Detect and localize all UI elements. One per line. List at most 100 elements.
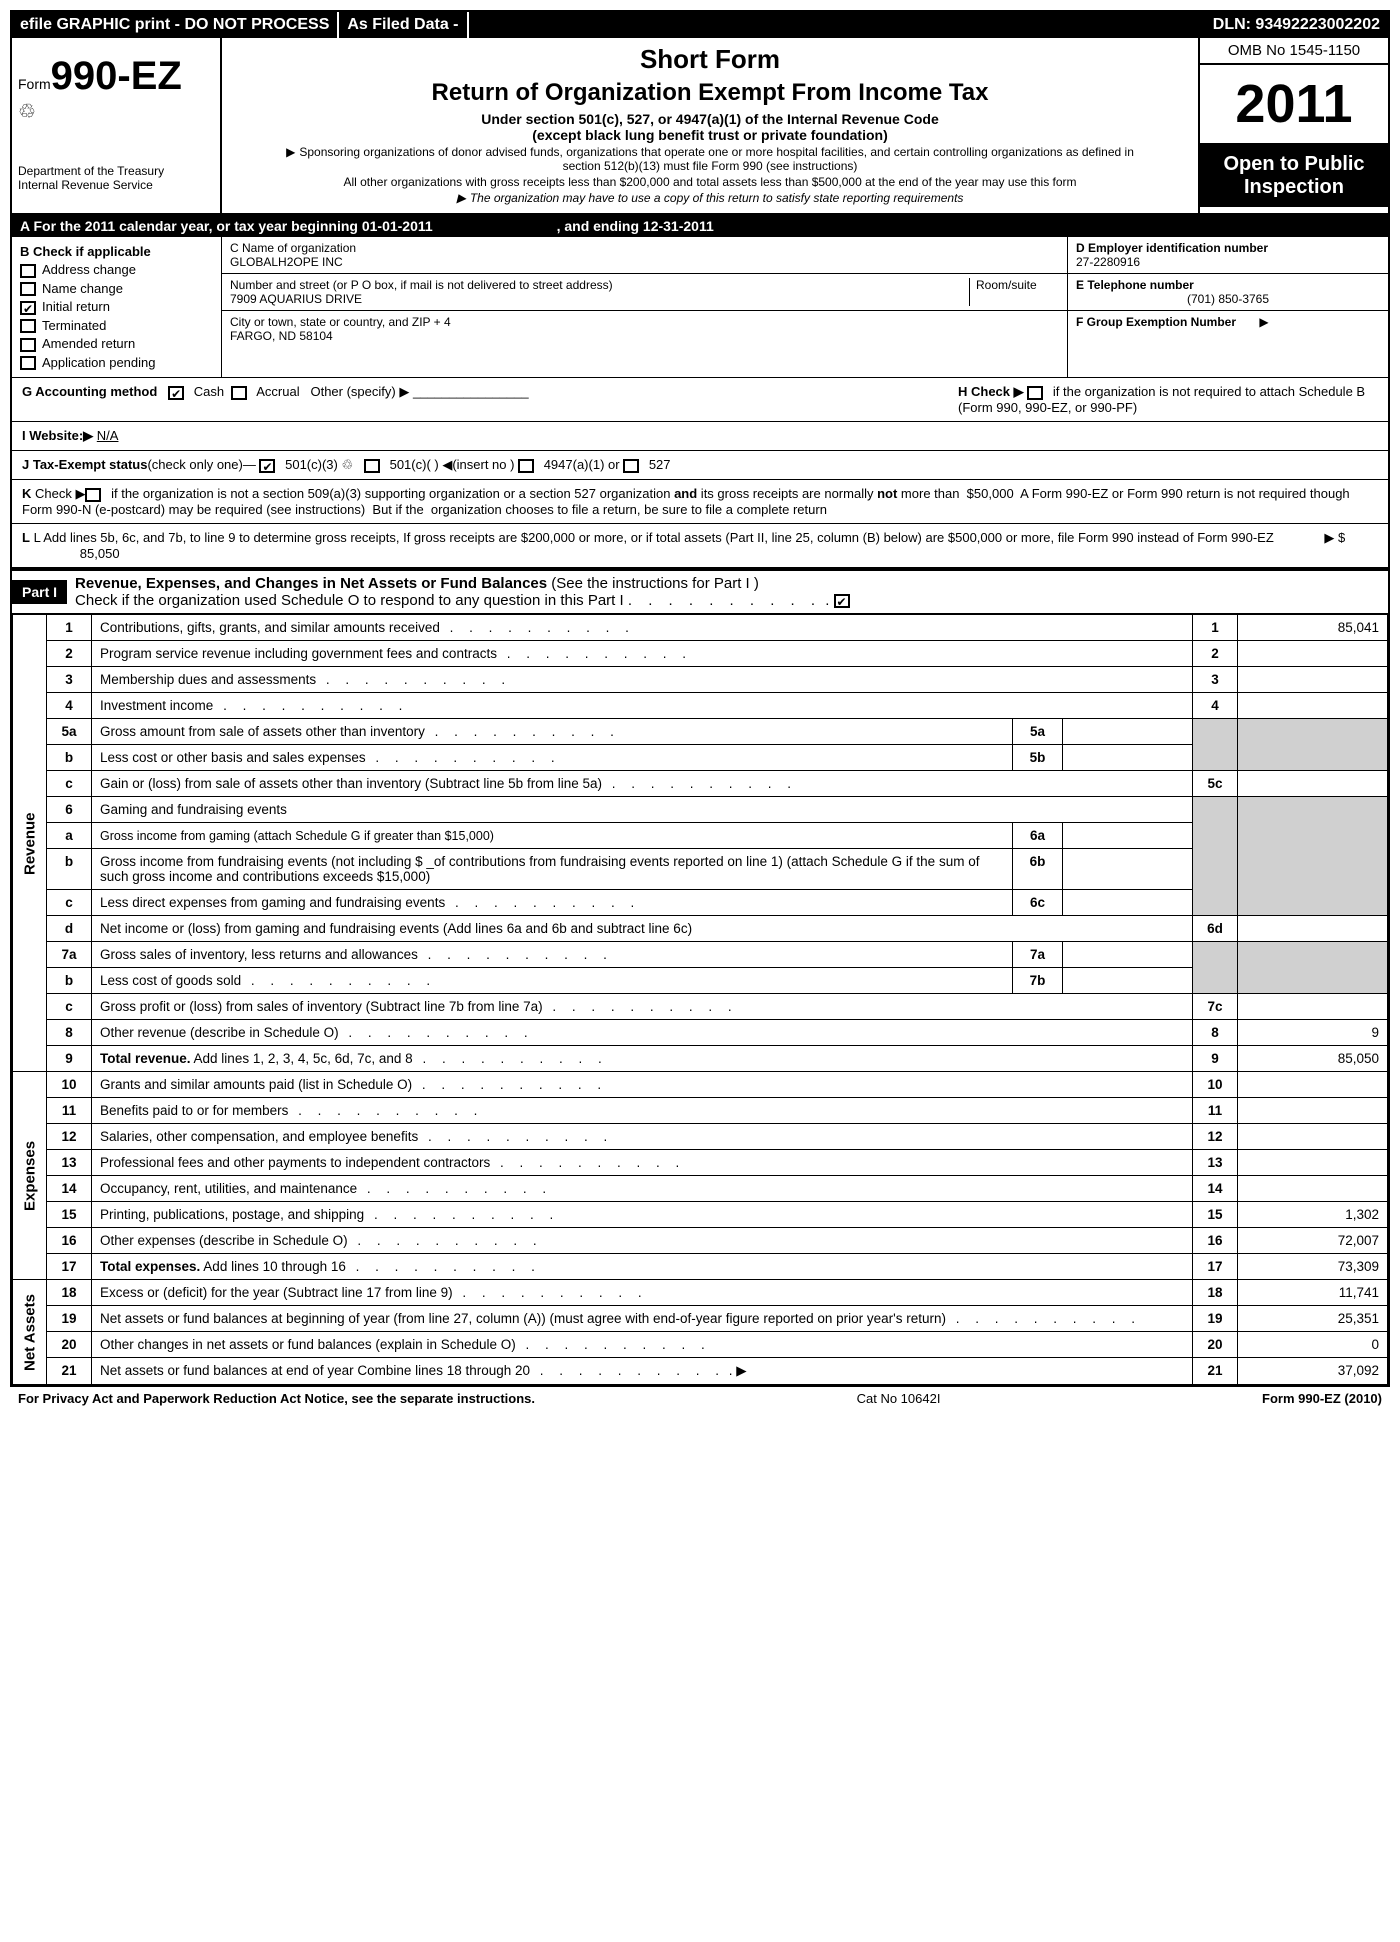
chk-amended[interactable]: Amended return xyxy=(20,336,213,352)
table-row: 6 Gaming and fundraising events xyxy=(13,797,1388,823)
section-c: C Name of organization GLOBALH2OPE INC N… xyxy=(222,237,1068,377)
chk-schedule-o[interactable]: ✔ xyxy=(834,594,850,608)
org-name: GLOBALH2OPE INC xyxy=(230,255,1059,269)
chk-section-k[interactable] xyxy=(85,488,101,502)
dept-treasury: Department of the Treasury xyxy=(18,164,214,178)
tax-exempt-note: (check only one)— xyxy=(147,457,255,472)
table-row: b Less cost of goods sold 7b xyxy=(13,968,1388,994)
irs-label: Internal Revenue Service xyxy=(18,178,214,192)
part-1-check-note: Check if the organization used Schedule … xyxy=(75,592,624,609)
return-title: Return of Organization Exempt From Incom… xyxy=(232,79,1188,107)
header-left: Form990-EZ ♲ Department of the Treasury … xyxy=(12,38,222,213)
section-k-row: K Check ▶ K Check ▶ if the organization … xyxy=(12,480,1388,524)
table-row: c Gross profit or (loss) from sales of i… xyxy=(13,994,1388,1020)
section-b-label: B xyxy=(20,244,29,259)
form-prefix: Form xyxy=(18,76,51,92)
table-row: 15 Printing, publications, postage, and … xyxy=(13,1202,1388,1228)
table-row: 20 Other changes in net assets or fund b… xyxy=(13,1332,1388,1358)
chk-527[interactable] xyxy=(623,459,639,473)
form-number: 990-EZ xyxy=(51,54,182,98)
section-def: D Employer identification number 27-2280… xyxy=(1068,237,1388,377)
dots xyxy=(628,592,821,609)
part-1-header-row: Part I Revenue, Expenses, and Changes in… xyxy=(12,569,1388,614)
table-row: a Gross income from gaming (attach Sched… xyxy=(13,823,1388,849)
table-row: 19 Net assets or fund balances at beginn… xyxy=(13,1306,1388,1332)
chk-address-change[interactable]: Address change xyxy=(20,262,213,278)
section-gh-row: G Accounting method ✔ Cash Accrual Other… xyxy=(12,378,1388,422)
omb-number: OMB No 1545-1150 xyxy=(1200,38,1388,65)
label-tax-exempt: J Tax-Exempt status xyxy=(22,457,147,472)
state-note: The organization may have to use a copy … xyxy=(272,191,1148,205)
revenue-side-label: Revenue xyxy=(13,615,47,1072)
chk-501c3[interactable]: ✔ xyxy=(259,459,275,473)
as-filed-label: As Filed Data - xyxy=(339,12,468,38)
opt-527: 527 xyxy=(649,457,671,472)
label-city: City or town, state or country, and ZIP … xyxy=(230,315,1059,329)
open-public-line1: Open to Public xyxy=(1223,153,1364,175)
table-row: 4 Investment income 4 xyxy=(13,693,1388,719)
check-if-label: Check if applicable xyxy=(33,244,151,259)
table-row: 14 Occupancy, rent, utilities, and maint… xyxy=(13,1176,1388,1202)
chk-501c[interactable] xyxy=(364,459,380,473)
section-l-row: L L Add lines 5b, 6c, and 7b, to line 9 … xyxy=(12,524,1388,569)
sponsor-note: Sponsoring organizations of donor advise… xyxy=(272,145,1148,173)
table-row: 5a Gross amount from sale of assets othe… xyxy=(13,719,1388,745)
table-row: 16 Other expenses (describe in Schedule … xyxy=(13,1228,1388,1254)
label-group-exemption: F Group Exemption Number xyxy=(1076,315,1236,329)
footer-center: Cat No 10642I xyxy=(857,1391,941,1406)
dln-label: DLN: 93492223002202 xyxy=(1205,12,1388,38)
table-row: Net Assets 18 Excess or (deficit) for th… xyxy=(13,1280,1388,1306)
table-row: d Net income or (loss) from gaming and f… xyxy=(13,916,1388,942)
section-l-amount-label: ▶ $ xyxy=(1324,530,1345,545)
chk-name-change[interactable]: Name change xyxy=(20,281,213,297)
table-row: b Less cost or other basis and sales exp… xyxy=(13,745,1388,771)
section-b: B Check if applicable Address change Nam… xyxy=(12,237,222,377)
right-val: 85,041 xyxy=(1238,615,1388,641)
section-l-amount: 85,050 xyxy=(80,546,120,561)
footer-left: For Privacy Act and Paperwork Reduction … xyxy=(18,1391,535,1406)
open-public-line2: Inspection xyxy=(1244,176,1344,198)
city-value: FARGO, ND 58104 xyxy=(230,329,1059,343)
form-container: efile GRAPHIC print - DO NOT PROCESS As … xyxy=(10,10,1390,1387)
efile-notice: efile GRAPHIC print - DO NOT PROCESS xyxy=(12,12,339,38)
label-website: I Website:▶ xyxy=(22,428,93,443)
table-row: 17 Total expenses. Add lines 10 through … xyxy=(13,1254,1388,1280)
table-row: 21 Net assets or fund balances at end of… xyxy=(13,1358,1388,1385)
label-org-name: C Name of organization xyxy=(230,241,1059,255)
chk-initial-return[interactable]: ✔Initial return xyxy=(20,299,213,315)
short-form-title: Short Form xyxy=(232,44,1188,75)
footer-row: For Privacy Act and Paperwork Reduction … xyxy=(10,1387,1390,1410)
table-row: c Gain or (loss) from sale of assets oth… xyxy=(13,771,1388,797)
tax-year: 2011 xyxy=(1200,65,1388,145)
ein-value: 27-2280916 xyxy=(1076,255,1380,269)
table-row: 11 Benefits paid to or for members 11 xyxy=(13,1098,1388,1124)
chk-app-pending[interactable]: Application pending xyxy=(20,355,213,371)
section-l-text: L Add lines 5b, 6c, and 7b, to line 9 to… xyxy=(34,530,1274,545)
chk-4947[interactable] xyxy=(518,459,534,473)
website-value: N/A xyxy=(97,428,119,443)
part-1-note: (See the instructions for Part I ) xyxy=(551,575,759,592)
except-note: (except black lung benefit trust or priv… xyxy=(232,127,1188,143)
expenses-side-label: Expenses xyxy=(13,1072,47,1280)
table-row: c Less direct expenses from gaming and f… xyxy=(13,890,1388,916)
table-row: Expenses 10 Grants and similar amounts p… xyxy=(13,1072,1388,1098)
label-accounting: G Accounting method xyxy=(22,384,157,399)
opt-4947: 4947(a)(1) or xyxy=(544,457,620,472)
table-row: 9 Total revenue. Add lines 1, 2, 3, 4, 5… xyxy=(13,1046,1388,1072)
table-row: 12 Salaries, other compensation, and emp… xyxy=(13,1124,1388,1150)
opt-501c: 501(c)( ) ◀(insert no ) xyxy=(390,457,515,472)
subtitle: Under section 501(c), 527, or 4947(a)(1)… xyxy=(232,111,1188,127)
chk-cash[interactable]: ✔ xyxy=(168,386,184,400)
chk-terminated[interactable]: Terminated xyxy=(20,318,213,334)
top-bar: efile GRAPHIC print - DO NOT PROCESS As … xyxy=(12,12,1388,38)
label-street: Number and street (or P O box, if mail i… xyxy=(230,278,969,292)
table-row: 7a Gross sales of inventory, less return… xyxy=(13,942,1388,968)
recycle-icon: ♲ xyxy=(18,99,214,124)
section-a-bar: A For the 2011 calendar year, or tax yea… xyxy=(12,215,1388,237)
table-row: 13 Professional fees and other payments … xyxy=(13,1150,1388,1176)
street-value: 7909 AQUARIUS DRIVE xyxy=(230,292,969,306)
chk-accrual[interactable] xyxy=(231,386,247,400)
net-assets-side-label: Net Assets xyxy=(13,1280,47,1385)
accrual-label: Accrual xyxy=(256,384,299,399)
chk-schedule-b[interactable] xyxy=(1027,386,1043,400)
